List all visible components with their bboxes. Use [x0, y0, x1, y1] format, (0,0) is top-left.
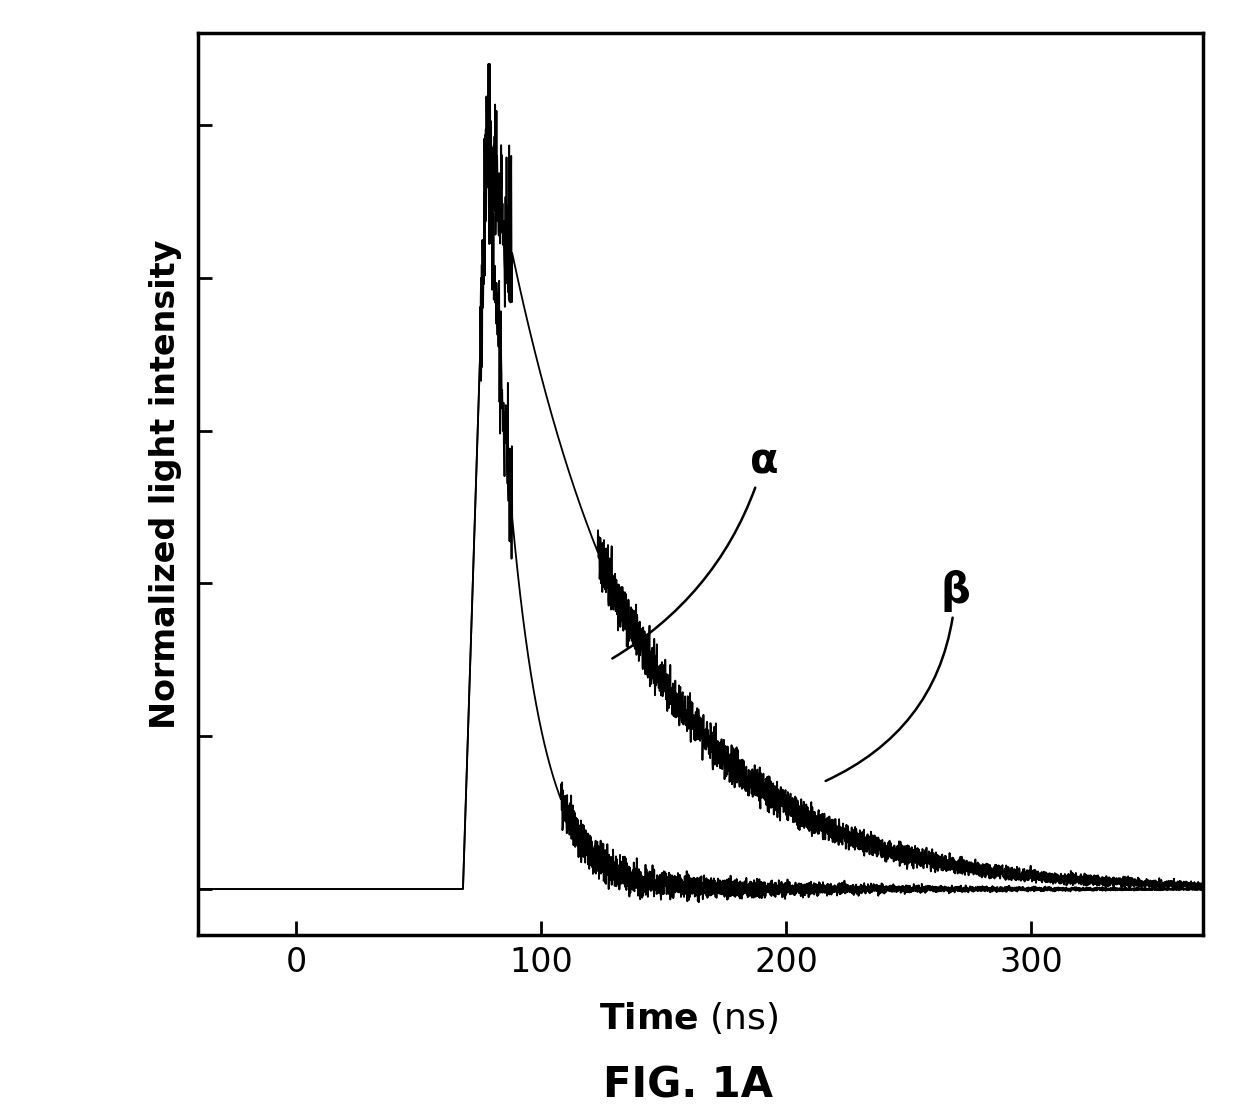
Text: FIG. 1A: FIG. 1A — [603, 1064, 774, 1106]
Text: $\mathbf{Time}$ (ns): $\mathbf{Time}$ (ns) — [599, 1001, 777, 1036]
Text: β: β — [826, 570, 971, 781]
Y-axis label: Normalized light intensity: Normalized light intensity — [149, 239, 182, 729]
Text: α: α — [613, 441, 777, 659]
